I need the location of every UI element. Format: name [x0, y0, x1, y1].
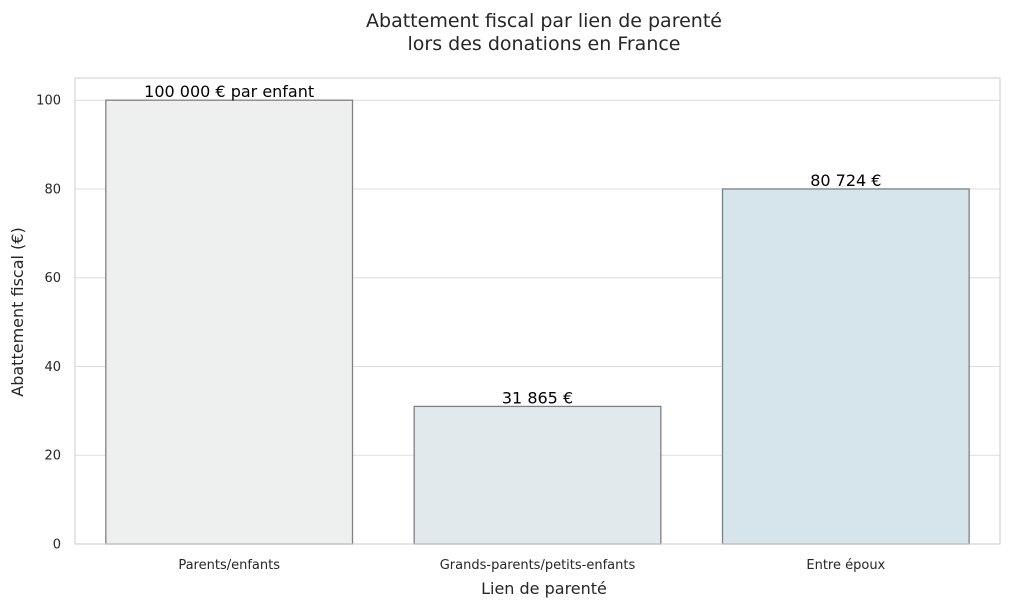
y-tick-label: 40 — [44, 360, 61, 375]
y-tick-label: 60 — [44, 271, 61, 286]
data-labels: 100 000 € par enfant 31 865 € 80 724 € — [144, 82, 881, 407]
chart-title: Abattement fiscal par lien de parenté — [366, 10, 722, 32]
x-tick-label: Grands-parents/petits-enfants — [440, 558, 636, 573]
y-tick-label: 20 — [44, 449, 61, 464]
y-tick-label: 100 — [36, 94, 61, 109]
data-label: 31 865 € — [502, 388, 573, 407]
bar — [413, 405, 662, 545]
y-axis-label: Abattement fiscal (€) — [8, 227, 27, 396]
data-label: 100 000 € par enfant — [144, 82, 314, 101]
y-tick-label: 0 — [53, 538, 61, 553]
x-tick-label: Entre époux — [806, 558, 885, 573]
plot-frame — [74, 77, 1001, 545]
bars — [105, 99, 970, 545]
chart-subtitle: lors des donations en France — [408, 33, 681, 55]
y-tick-label: 80 — [44, 182, 61, 197]
bar — [105, 99, 354, 545]
x-tick-label: Parents/enfants — [178, 558, 280, 573]
data-label: 80 724 € — [810, 171, 881, 190]
y-tick-labels: 0 20 40 60 80 100 — [36, 94, 61, 553]
x-axis-label: Lien de parenté — [481, 579, 607, 598]
x-tick-labels: Parents/enfants Grands-parents/petits-enf… — [178, 558, 885, 573]
bar — [721, 188, 970, 545]
